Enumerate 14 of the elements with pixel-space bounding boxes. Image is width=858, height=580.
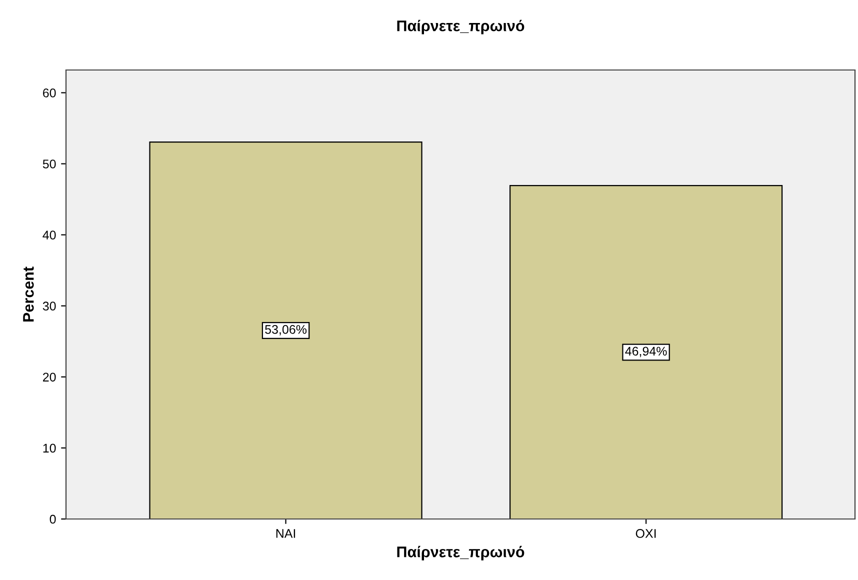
- y-tick-label: 20: [43, 372, 56, 382]
- y-tick-label: 0: [50, 514, 56, 524]
- y-tick-label: 10: [43, 444, 56, 453]
- data-label: 53,06%: [265, 325, 307, 336]
- y-tick-label: 40: [42, 230, 56, 240]
- y-tick-label: 30: [42, 302, 56, 311]
- y-axis-title: Percent: [23, 266, 34, 322]
- x-tick-label: OXI: [636, 529, 656, 538]
- data-label: 46,94%: [625, 346, 667, 358]
- y-tick-label: 60: [43, 88, 56, 98]
- x-tick-label: NAI: [276, 529, 296, 538]
- y-tick-label: 50: [42, 160, 56, 168]
- x-axis-title: Παίρνετε_πρωινό: [397, 546, 524, 560]
- chart-title: Παίρνετε_πρωινό: [397, 20, 524, 34]
